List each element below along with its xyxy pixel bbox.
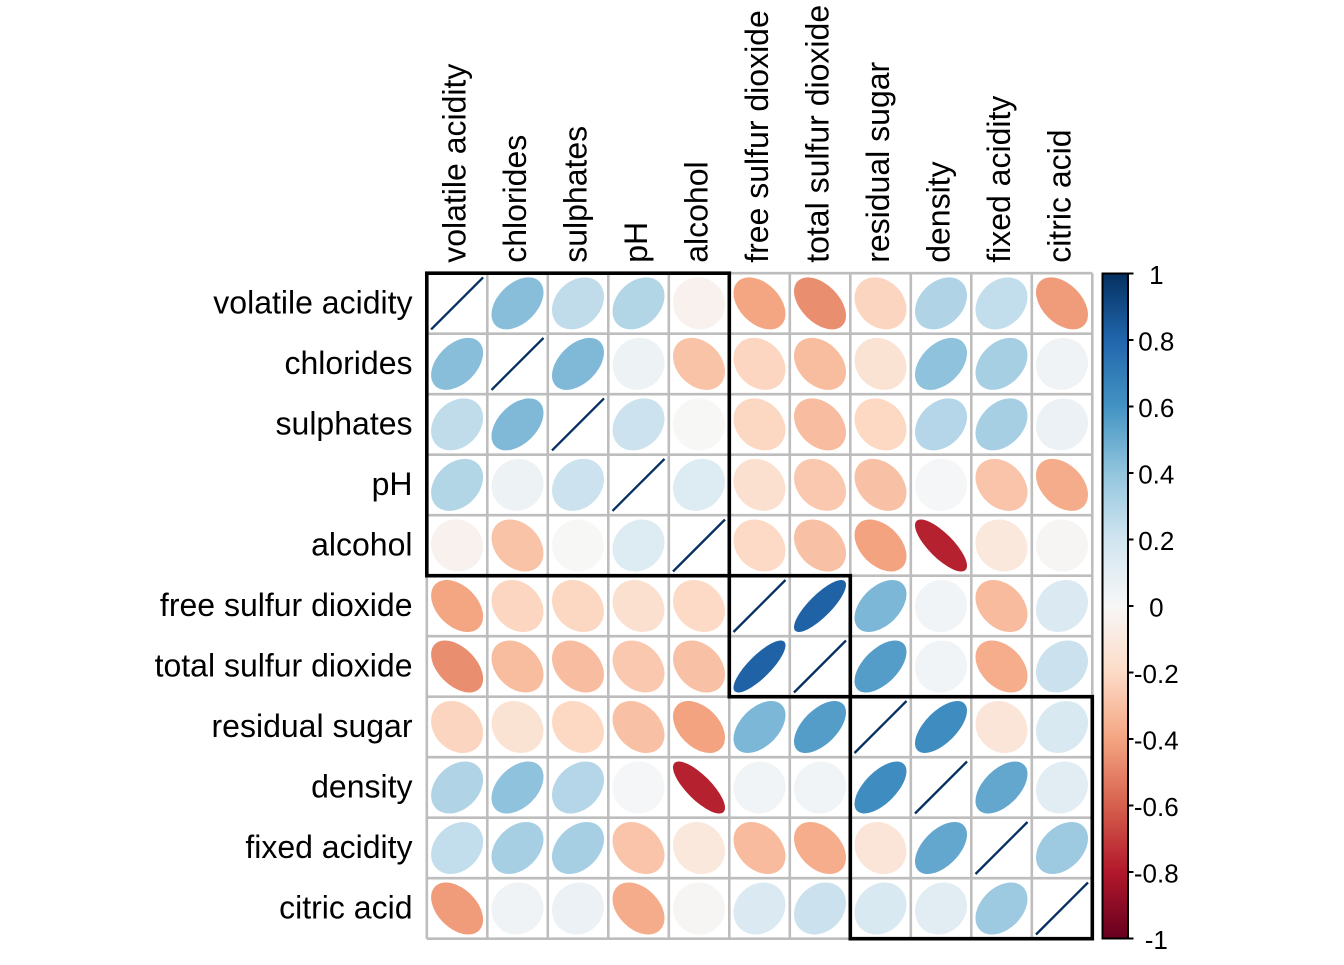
svg-text:sulphates: sulphates — [276, 406, 413, 442]
svg-text:-0.4: -0.4 — [1134, 725, 1179, 755]
svg-text:fixed acidity: fixed acidity — [981, 96, 1017, 263]
svg-text:residual sugar: residual sugar — [860, 61, 896, 262]
svg-text:chlorides: chlorides — [497, 135, 533, 263]
svg-text:0.8: 0.8 — [1138, 326, 1174, 356]
svg-text:0.2: 0.2 — [1138, 526, 1174, 556]
svg-text:0.4: 0.4 — [1138, 459, 1174, 489]
svg-text:fixed acidity: fixed acidity — [245, 829, 412, 865]
svg-text:total sulfur dioxide: total sulfur dioxide — [155, 648, 413, 684]
svg-text:free sulfur dioxide: free sulfur dioxide — [739, 10, 775, 263]
svg-text:density: density — [311, 769, 412, 805]
svg-text:alcohol: alcohol — [679, 161, 715, 262]
svg-text:alcohol: alcohol — [311, 527, 412, 563]
svg-text:sulphates: sulphates — [558, 126, 594, 263]
svg-text:-0.6: -0.6 — [1134, 792, 1179, 822]
svg-text:citric acid: citric acid — [1042, 129, 1078, 262]
svg-text:volatile acidity: volatile acidity — [213, 285, 412, 321]
svg-text:-1: -1 — [1145, 925, 1168, 955]
svg-text:volatile acidity: volatile acidity — [437, 64, 473, 263]
svg-text:pH: pH — [618, 222, 654, 263]
svg-text:0: 0 — [1149, 592, 1163, 622]
svg-text:residual sugar: residual sugar — [212, 708, 413, 744]
svg-text:1: 1 — [1149, 260, 1163, 290]
svg-text:0.6: 0.6 — [1138, 393, 1174, 423]
svg-text:pH: pH — [372, 466, 413, 502]
svg-text:-0.8: -0.8 — [1134, 858, 1179, 888]
svg-text:-0.2: -0.2 — [1134, 659, 1179, 689]
svg-text:total sulfur dioxide: total sulfur dioxide — [800, 5, 836, 263]
svg-text:citric acid: citric acid — [279, 890, 412, 926]
svg-text:chlorides: chlorides — [284, 345, 412, 381]
svg-text:density: density — [921, 161, 957, 262]
svg-text:free sulfur dioxide: free sulfur dioxide — [160, 587, 413, 623]
